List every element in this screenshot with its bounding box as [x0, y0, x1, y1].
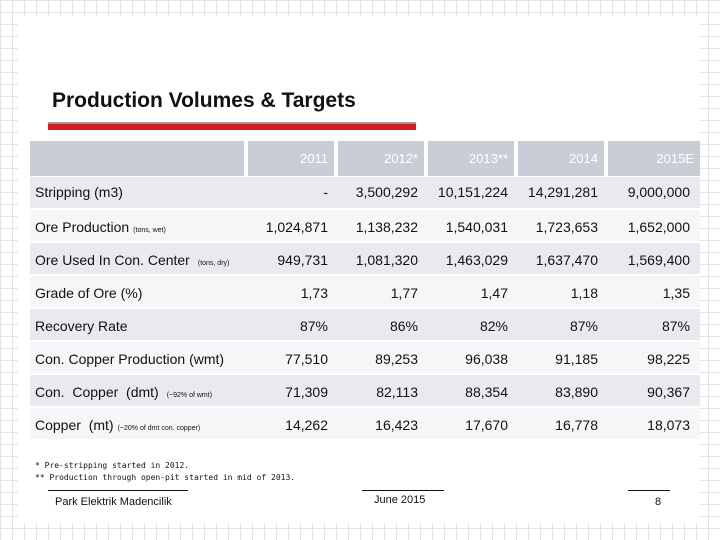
table-cell: 1,463,029	[445, 252, 508, 268]
row-label-con-copper-production: Con. Copper Production (wmt)	[35, 351, 224, 367]
row-label-note: (~92% of wmt)	[166, 392, 213, 399]
table-cell: 87%	[569, 318, 598, 334]
title-underline-red	[48, 124, 416, 130]
row-label-text: Stripping (m3)	[35, 184, 123, 200]
table-cell: 1,723,653	[535, 219, 598, 235]
footer-page-number: 8	[655, 496, 662, 508]
table-row-band	[30, 375, 700, 406]
row-label-text: Copper (mt)	[35, 417, 114, 433]
table-header-2012: 2012*	[338, 141, 424, 176]
table-cell: 14,291,281	[527, 184, 598, 200]
table-row-band	[30, 210, 700, 241]
title-underline-gray	[48, 122, 416, 124]
table-cell: 1,652,000	[627, 219, 690, 235]
table-cell: 1,569,400	[627, 252, 690, 268]
table-cell: 82,113	[376, 384, 418, 400]
footer-company: Park Elektrik Madencilik	[55, 496, 172, 508]
table-row-band	[30, 309, 700, 340]
table-cell: 96,038	[465, 351, 508, 367]
table-cell: 1,47	[480, 285, 508, 301]
table-cell: 82%	[479, 318, 508, 334]
table-row-band	[30, 276, 700, 307]
table-cell: 87%	[299, 318, 328, 334]
table-cell: 1,35	[662, 285, 690, 301]
table-cell: 1,18	[570, 285, 598, 301]
row-label-copper-mt: Copper (mt) (~20% of dmt con. copper)	[35, 417, 200, 433]
table-row-band	[30, 342, 700, 373]
table-header-2014: 2014	[518, 141, 604, 176]
table-row-band	[30, 243, 700, 274]
table-cell: 98,225	[647, 351, 690, 367]
table-cell: 949,731	[277, 252, 328, 268]
table-cell: 1,637,470	[535, 252, 598, 268]
table-cell: 71,309	[285, 384, 328, 400]
row-label-note: (tons, dry)	[197, 260, 230, 267]
row-label-text: Grade of Ore (%)	[35, 285, 143, 301]
table-cell: 14,262	[285, 417, 328, 433]
table-cell: 18,073	[647, 417, 690, 433]
table-cell: 17,670	[465, 417, 508, 433]
row-label-recovery-rate: Recovery Rate	[35, 318, 128, 334]
table-cell: 16,423	[375, 417, 418, 433]
table-cell: 16,778	[555, 417, 598, 433]
footer-rule-right	[628, 490, 670, 491]
footnote-open-pit: ** Production through open-pit started i…	[35, 473, 296, 482]
table-header-label-cell	[30, 141, 244, 176]
table-cell: 1,77	[390, 285, 418, 301]
row-label-text: Ore Production	[35, 219, 130, 235]
table-cell: 9,000,000	[627, 184, 690, 200]
row-label-text: Ore Used In Con. Center	[35, 252, 190, 268]
footnote-pre-stripping: * Pre-stripping started in 2012.	[35, 461, 190, 470]
table-cell: 1,540,031	[445, 219, 508, 235]
table-cell: 83,890	[555, 384, 598, 400]
footer-rule-center	[362, 490, 444, 491]
table-cell: -	[323, 184, 328, 200]
table-cell: 89,253	[375, 351, 418, 367]
table-cell: 91,185	[555, 351, 598, 367]
footer-rule-left	[48, 490, 188, 491]
table-row-band	[30, 177, 700, 208]
row-label-ore-production: Ore Production (tons, wet)	[35, 219, 166, 235]
row-label-text: Con. Copper Production (wmt)	[35, 351, 225, 367]
slide-title: Production Volumes & Targets	[52, 89, 356, 112]
row-label-grade-of-ore: Grade of Ore (%)	[35, 285, 142, 301]
table-cell: 3,500,292	[355, 184, 418, 200]
row-label-stripping: Stripping (m3)	[35, 184, 123, 200]
table-cell: 88,354	[465, 384, 508, 400]
row-label-text: Con. Copper (dmt)	[35, 384, 159, 400]
table-cell: 77,510	[285, 351, 328, 367]
table-cell: 86%	[389, 318, 418, 334]
row-label-ore-used: Ore Used In Con. Center (tons, dry)	[35, 252, 229, 268]
table-header-2013: 2013**	[428, 141, 514, 176]
table-cell: 1,73	[300, 285, 328, 301]
table-header-2015e: 2015E	[608, 141, 700, 176]
footer-date: June 2015	[374, 494, 426, 506]
table-cell: 1,138,232	[355, 219, 418, 235]
table-cell: 87%	[661, 318, 690, 334]
table-cell: 1,081,320	[355, 252, 418, 268]
table-cell: 1,024,871	[265, 219, 328, 235]
row-label-text: Recovery Rate	[35, 318, 128, 334]
table-cell: 10,151,224	[437, 184, 508, 200]
table-header-2011: 2011	[248, 141, 334, 176]
row-label-note: (tons, wet)	[133, 227, 166, 234]
table-cell: 90,367	[647, 384, 690, 400]
row-label-note: (~20% of dmt con. copper)	[117, 425, 201, 432]
table-row-band	[30, 408, 700, 439]
row-label-con-copper-dmt: Con. Copper (dmt) (~92% of wmt)	[35, 384, 212, 400]
